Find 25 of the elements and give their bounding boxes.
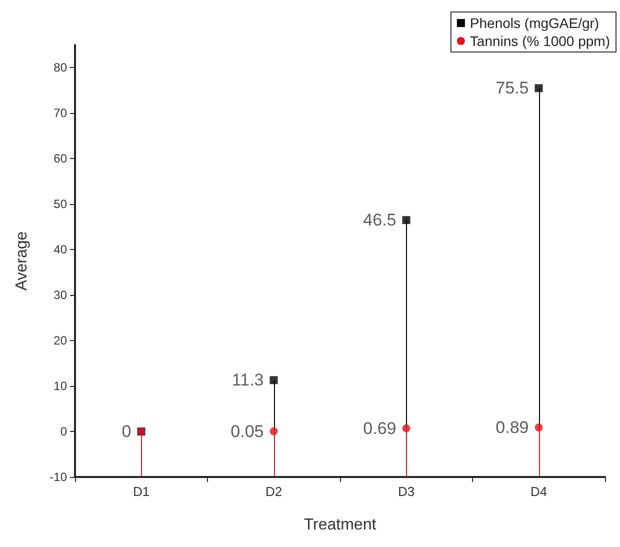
x-tick-label: D1	[132, 484, 150, 499]
y-tick-label: 0	[60, 424, 68, 439]
y-tick-label: 40	[54, 242, 68, 257]
x-tick-label: D4	[530, 484, 548, 499]
x-tick-label: D3	[398, 484, 415, 499]
y-tick-label: 80	[54, 60, 68, 75]
legend-label: Tannins (% 1000 ppm)	[470, 33, 610, 49]
y-tick-label: -10	[50, 470, 68, 484]
legend-label: Phenols (mgGAE/gr)	[470, 15, 600, 31]
x-axis-title: Treatment	[304, 516, 377, 534]
data-label: 0.69	[363, 418, 396, 438]
y-tick-label: 60	[54, 152, 68, 166]
data-label: 75.5	[496, 78, 529, 98]
x-tick-label: D2	[265, 484, 282, 499]
y-tick-label: 20	[54, 334, 68, 348]
y-tick-label: 70	[54, 106, 68, 120]
data-label: 0	[122, 422, 132, 442]
data-label: 0.05	[230, 422, 264, 441]
y-axis-title: Average	[14, 231, 30, 291]
data-label: 46.5	[363, 210, 396, 230]
y-tick-label: 50	[54, 197, 68, 212]
data-label: 0.89	[496, 418, 529, 437]
data-label: 11.3	[232, 370, 264, 390]
y-tick-label: 10	[54, 379, 68, 394]
y-tick-label: 30	[54, 288, 68, 302]
